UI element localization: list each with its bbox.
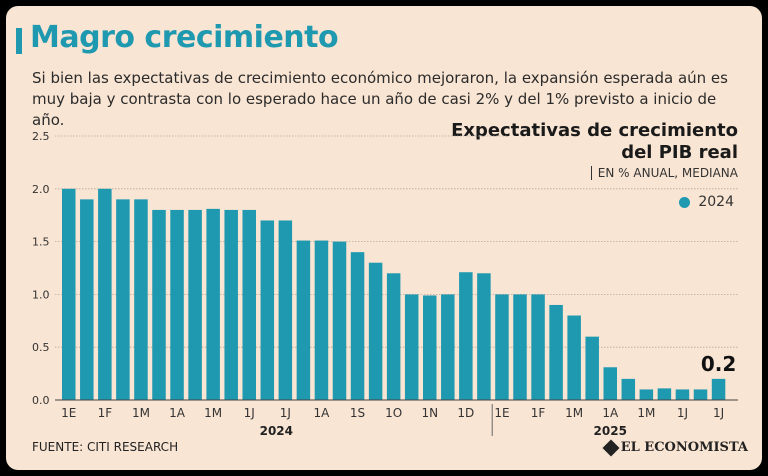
bar [224, 209, 238, 400]
infographic-card: Magro crecimiento Si bien las expectativ… [6, 6, 762, 470]
data-label-annotation: 0.2 [701, 352, 736, 376]
x-tick-label: 1J [244, 406, 255, 420]
bar [477, 273, 491, 400]
bar [441, 294, 455, 400]
x-tick-label: 1N [421, 406, 438, 420]
bar [459, 272, 473, 400]
bar [278, 220, 293, 400]
bar [206, 208, 220, 400]
bar [585, 336, 599, 400]
legend-dot-icon [679, 196, 691, 208]
bar [62, 188, 76, 400]
bar [531, 294, 545, 400]
bar [296, 240, 311, 400]
bar [495, 294, 509, 400]
bar [603, 367, 617, 400]
x-tick-label: 1J [713, 406, 724, 420]
page-subtitle: Si bien las expectativas de crecimiento … [32, 69, 728, 129]
chart-title: Expectativas de crecimiento del PIB real [451, 120, 738, 163]
x-tick-label: 1S [350, 406, 365, 420]
bar [170, 209, 184, 400]
y-tick-label: 2.0 [32, 183, 50, 196]
x-tick-label: 1M [565, 406, 583, 420]
y-tick-label: 0.5 [32, 341, 50, 354]
bar [314, 240, 329, 400]
x-tick-label: 1F [531, 406, 546, 420]
bar [549, 304, 563, 400]
bar [711, 378, 726, 400]
bar [386, 273, 401, 400]
legend-label: 2024 [698, 194, 734, 210]
x-tick-label: 1M [637, 406, 655, 420]
bar [675, 389, 690, 400]
bar [423, 295, 437, 400]
bar [368, 262, 383, 400]
source-note: FUENTE: CITI RESEARCH [32, 440, 179, 454]
x-tick-label: 1J [677, 406, 688, 420]
bar [404, 294, 419, 400]
bar [621, 378, 636, 400]
bar [116, 199, 130, 400]
bar [152, 209, 166, 400]
bar [80, 199, 94, 400]
year-label: 2024 [260, 424, 293, 438]
page-title: Magro crecimiento [30, 20, 339, 55]
bar [242, 209, 256, 400]
x-tick-label: 1E [61, 406, 76, 420]
bar [693, 389, 708, 400]
bar [332, 241, 347, 400]
year-label: 2025 [594, 424, 627, 438]
x-tick-label: 1D [457, 406, 474, 420]
bar [567, 315, 581, 400]
x-tick-label: 1O [385, 406, 402, 420]
bar [134, 199, 148, 400]
chart-units: EN % ANUAL, MEDIANA [590, 166, 738, 180]
bar [188, 209, 202, 400]
x-tick-label: 1J [280, 406, 291, 420]
title-accent-bar [16, 28, 22, 54]
bar [513, 294, 527, 400]
y-tick-label: 1.5 [32, 236, 50, 249]
bar [98, 188, 112, 400]
bar [639, 389, 654, 400]
y-tick-label: 1.0 [32, 288, 50, 301]
x-tick-label: 1M [132, 406, 150, 420]
x-tick-label: 1E [494, 406, 509, 420]
x-tick-label: 1A [314, 406, 331, 420]
bar [350, 252, 365, 400]
bar [260, 220, 275, 400]
brand-logo: EL ECONOMISTA [602, 439, 748, 456]
x-tick-label: 1F [98, 406, 113, 420]
x-tick-label: 1A [169, 406, 186, 420]
x-tick-label: 1M [204, 406, 222, 420]
bar [657, 388, 672, 400]
x-tick-label: 1A [602, 406, 619, 420]
y-tick-label: 0.0 [32, 394, 50, 407]
chart-legend: 2024 [679, 194, 734, 210]
y-tick-label: 2.5 [32, 130, 50, 143]
brand-name: EL ECONOMISTA [620, 440, 748, 455]
